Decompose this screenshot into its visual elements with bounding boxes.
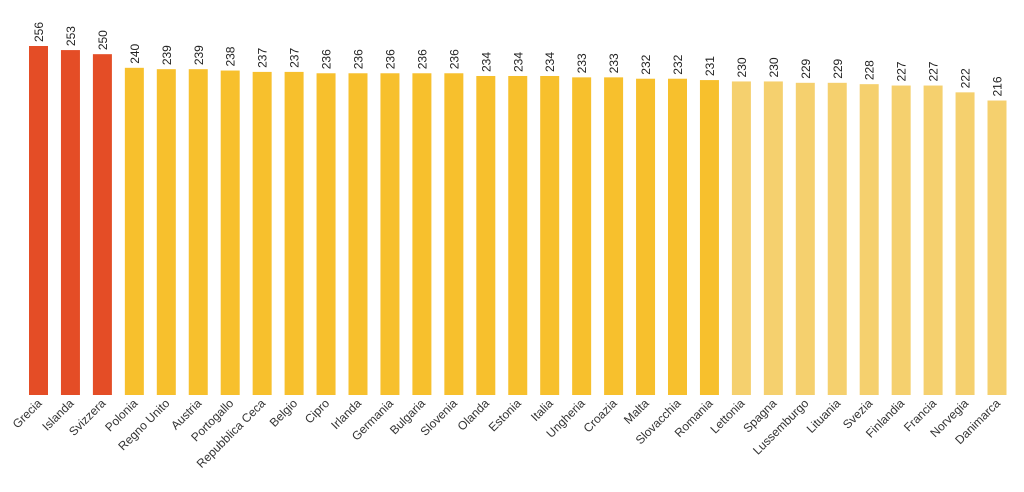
bar-slovacchia: [668, 78, 687, 395]
value-label: 228: [863, 60, 877, 80]
bar-repubblica-ceca: [252, 71, 272, 396]
value-label: 234: [543, 52, 557, 72]
value-label: 231: [703, 56, 717, 76]
bar-polonia: [124, 67, 144, 395]
category-label: Lettonia: [707, 396, 747, 436]
category-label: Croazia: [581, 396, 620, 435]
value-label: 236: [447, 49, 461, 69]
bar-svizzera: [92, 54, 112, 396]
value-label: 253: [64, 26, 78, 46]
value-label: 232: [671, 54, 685, 74]
category-label: Olanda: [455, 396, 492, 433]
bar-grecia: [29, 46, 48, 395]
value-label: 239: [192, 45, 206, 65]
value-label: 236: [320, 49, 334, 69]
value-label: 233: [607, 53, 621, 73]
value-label: 234: [479, 52, 493, 72]
value-label: 240: [128, 43, 142, 63]
bar-svezia: [859, 84, 879, 396]
value-label: 237: [256, 48, 270, 68]
bar-slovenia: [444, 73, 464, 396]
bar-regno-unito: [156, 69, 176, 396]
value-label: 238: [224, 46, 238, 66]
bar-malta: [636, 78, 656, 395]
bars-group: [29, 46, 1007, 396]
bar-islanda: [60, 50, 80, 396]
bar-olanda: [476, 75, 496, 396]
value-label: 236: [352, 49, 366, 69]
bar-estonia: [508, 75, 528, 396]
category-label: Grecia: [10, 396, 45, 431]
value-label: 237: [288, 48, 302, 68]
bar-germania: [380, 73, 400, 396]
category-label: Italia: [528, 396, 556, 424]
value-label: 256: [32, 22, 46, 42]
bar-austria: [188, 69, 208, 396]
value-label: 227: [895, 61, 909, 81]
value-label: 234: [511, 52, 525, 72]
category-label: Estonia: [486, 396, 524, 434]
category-label: Lituania: [804, 396, 844, 436]
value-label: 230: [767, 57, 781, 77]
value-labels-group: 256 253 250 240 239 239 238 237 237 236 236 236 236 2…: [32, 22, 1005, 97]
value-label: 229: [831, 58, 845, 78]
bar-francia: [923, 85, 943, 395]
bar-spagna: [763, 81, 783, 395]
bar-lituania: [827, 82, 847, 395]
bar-italia: [540, 75, 560, 396]
bar-bulgaria: [412, 73, 432, 396]
bar-lettonia: [731, 81, 751, 395]
bar-ungheria: [572, 77, 592, 396]
bar-croazia: [604, 77, 624, 396]
bar-portogallo: [220, 70, 240, 395]
bar-cipro: [316, 73, 336, 396]
bar-finlandia: [891, 85, 911, 395]
value-label: 230: [735, 57, 749, 77]
value-label: 222: [959, 68, 973, 88]
bar-lussemburgo: [795, 82, 815, 395]
value-label: 236: [415, 49, 429, 69]
value-label: 236: [383, 49, 397, 69]
bar-belgio: [284, 71, 304, 396]
value-label: 239: [160, 45, 174, 65]
bar-romania: [699, 80, 719, 395]
value-label: 227: [927, 61, 941, 81]
value-label: 250: [96, 30, 110, 50]
value-label: 216: [991, 76, 1005, 96]
value-label: 232: [639, 54, 653, 74]
value-label: 233: [575, 53, 589, 73]
bar-danimarca: [987, 100, 1007, 395]
category-label: Belgio: [267, 396, 301, 430]
bar-irlanda: [348, 73, 368, 396]
bar-norvegia: [955, 92, 975, 395]
value-label: 229: [799, 58, 813, 78]
